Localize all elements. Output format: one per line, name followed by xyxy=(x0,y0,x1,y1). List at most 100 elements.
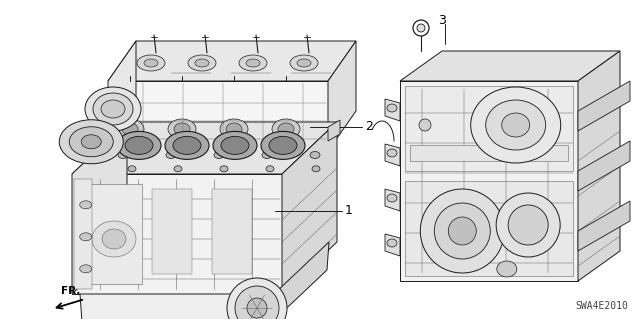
Ellipse shape xyxy=(387,149,397,157)
Ellipse shape xyxy=(419,119,431,131)
Ellipse shape xyxy=(188,55,216,71)
Ellipse shape xyxy=(496,193,560,257)
Polygon shape xyxy=(578,141,630,191)
Ellipse shape xyxy=(125,137,153,154)
Ellipse shape xyxy=(486,100,546,150)
Polygon shape xyxy=(87,184,142,284)
Ellipse shape xyxy=(239,55,267,71)
Ellipse shape xyxy=(116,119,144,139)
Ellipse shape xyxy=(312,166,320,172)
Ellipse shape xyxy=(174,166,182,172)
Ellipse shape xyxy=(226,123,242,135)
Ellipse shape xyxy=(102,229,126,249)
Ellipse shape xyxy=(477,119,489,131)
Polygon shape xyxy=(400,51,620,81)
Polygon shape xyxy=(72,174,282,294)
Ellipse shape xyxy=(227,278,287,319)
Text: 3: 3 xyxy=(438,14,446,27)
Ellipse shape xyxy=(137,55,165,71)
Ellipse shape xyxy=(247,298,267,318)
Polygon shape xyxy=(108,41,136,151)
Polygon shape xyxy=(152,189,192,274)
Text: 1: 1 xyxy=(345,204,353,218)
Ellipse shape xyxy=(261,131,305,160)
Ellipse shape xyxy=(297,59,311,67)
Ellipse shape xyxy=(413,20,429,36)
Ellipse shape xyxy=(166,152,176,159)
Ellipse shape xyxy=(387,194,397,202)
Ellipse shape xyxy=(266,166,274,172)
Ellipse shape xyxy=(122,123,138,135)
Ellipse shape xyxy=(144,59,158,67)
Polygon shape xyxy=(328,120,340,141)
Ellipse shape xyxy=(117,131,161,160)
Polygon shape xyxy=(385,234,400,256)
Ellipse shape xyxy=(101,100,125,118)
Polygon shape xyxy=(405,181,573,276)
Polygon shape xyxy=(212,189,252,274)
Ellipse shape xyxy=(269,137,297,154)
Ellipse shape xyxy=(221,137,249,154)
Ellipse shape xyxy=(174,123,190,135)
Ellipse shape xyxy=(173,137,201,154)
Ellipse shape xyxy=(80,233,92,241)
Ellipse shape xyxy=(417,24,425,32)
Ellipse shape xyxy=(214,152,224,159)
Text: 2: 2 xyxy=(365,121,373,133)
Ellipse shape xyxy=(165,131,209,160)
Ellipse shape xyxy=(195,59,209,67)
Ellipse shape xyxy=(448,217,476,245)
Ellipse shape xyxy=(310,152,320,159)
Polygon shape xyxy=(108,41,356,81)
Ellipse shape xyxy=(420,189,504,273)
Ellipse shape xyxy=(213,131,257,160)
Text: FR.: FR. xyxy=(61,286,80,296)
Ellipse shape xyxy=(168,119,196,139)
Ellipse shape xyxy=(128,166,136,172)
Ellipse shape xyxy=(435,203,490,259)
Ellipse shape xyxy=(80,201,92,209)
Polygon shape xyxy=(385,189,400,211)
Polygon shape xyxy=(282,122,337,294)
Ellipse shape xyxy=(502,113,530,137)
Polygon shape xyxy=(385,99,400,121)
Ellipse shape xyxy=(497,261,517,277)
Ellipse shape xyxy=(272,119,300,139)
Ellipse shape xyxy=(508,205,548,245)
Text: SWA4E2010: SWA4E2010 xyxy=(575,301,628,311)
Ellipse shape xyxy=(80,265,92,273)
Polygon shape xyxy=(405,86,573,171)
Polygon shape xyxy=(108,151,328,159)
Ellipse shape xyxy=(535,119,547,131)
Ellipse shape xyxy=(246,59,260,67)
Ellipse shape xyxy=(470,87,561,163)
Polygon shape xyxy=(578,201,630,251)
Ellipse shape xyxy=(85,87,141,131)
Polygon shape xyxy=(578,81,630,131)
Ellipse shape xyxy=(235,286,279,319)
Ellipse shape xyxy=(118,152,128,159)
Polygon shape xyxy=(72,122,337,174)
Polygon shape xyxy=(72,122,127,294)
Ellipse shape xyxy=(387,239,397,247)
Ellipse shape xyxy=(220,166,228,172)
Polygon shape xyxy=(410,145,568,161)
Ellipse shape xyxy=(81,135,101,149)
Ellipse shape xyxy=(278,123,294,135)
Polygon shape xyxy=(272,242,329,319)
Ellipse shape xyxy=(92,221,136,257)
Ellipse shape xyxy=(60,120,124,164)
Polygon shape xyxy=(80,294,274,319)
Ellipse shape xyxy=(93,93,133,125)
Polygon shape xyxy=(385,144,400,166)
Ellipse shape xyxy=(290,55,318,71)
Ellipse shape xyxy=(220,119,248,139)
Ellipse shape xyxy=(69,127,113,157)
Ellipse shape xyxy=(262,152,272,159)
Polygon shape xyxy=(328,41,356,151)
Polygon shape xyxy=(400,81,578,281)
Polygon shape xyxy=(108,81,328,151)
Polygon shape xyxy=(578,51,620,281)
Ellipse shape xyxy=(387,104,397,112)
Polygon shape xyxy=(74,179,92,289)
